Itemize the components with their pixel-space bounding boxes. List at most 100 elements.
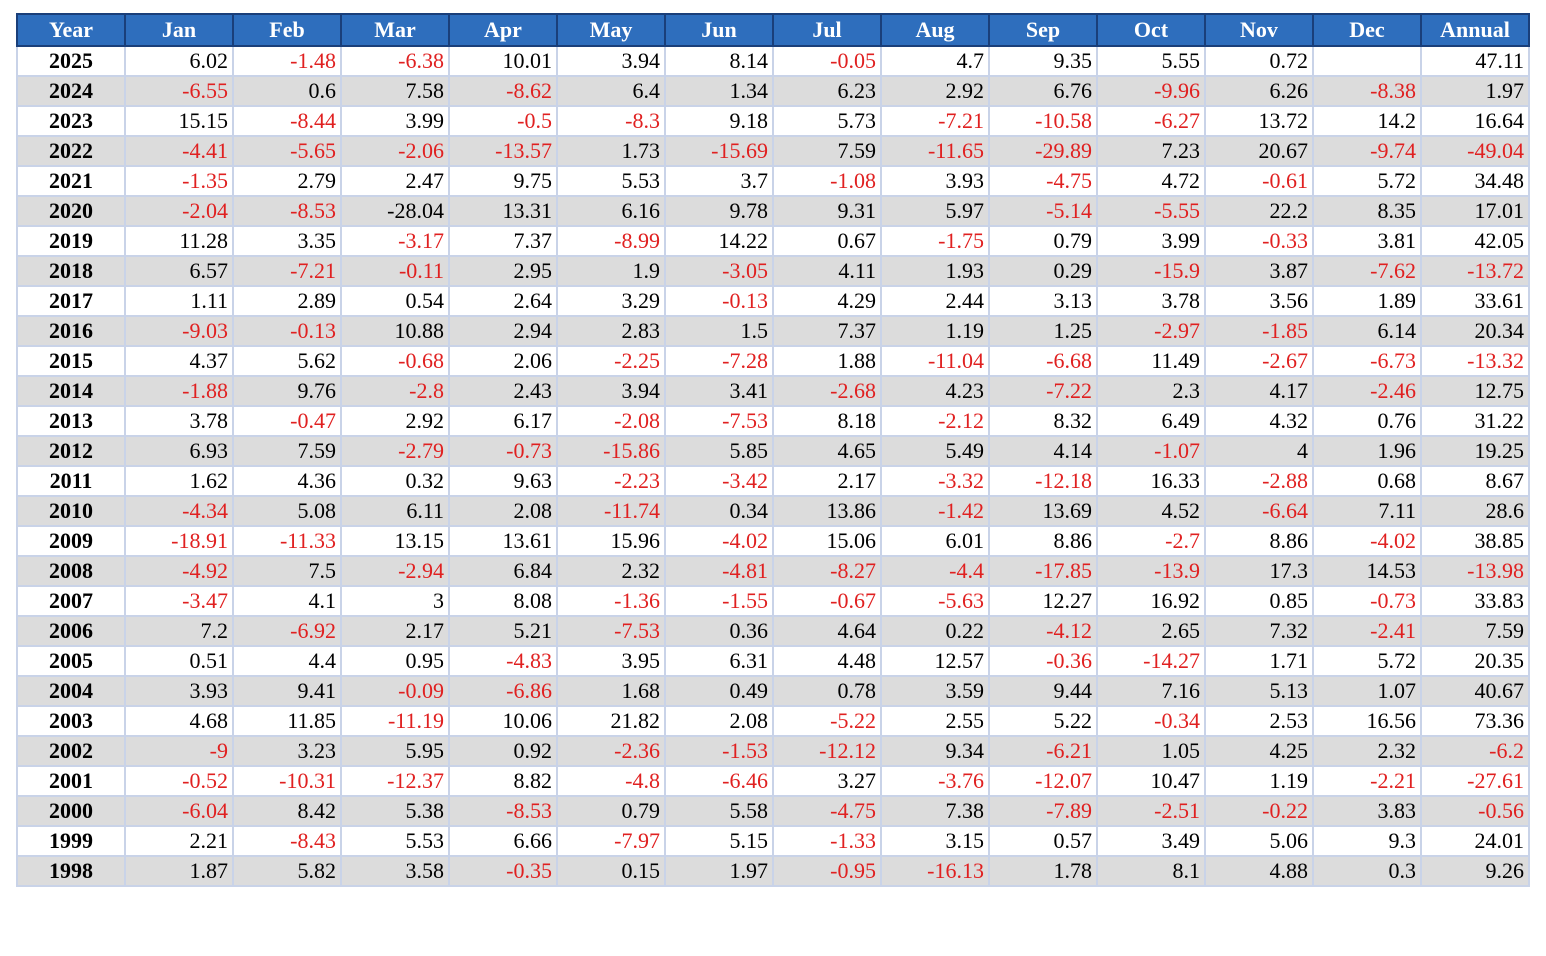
return-cell-nov: -0.22 (1204, 795, 1314, 827)
return-cell-mar: -0.68 (340, 345, 450, 377)
return-cell-annual: -13.98 (1420, 555, 1530, 587)
column-header-apr: Apr (448, 13, 558, 47)
return-cell-jan: -0.52 (124, 765, 234, 797)
year-cell: 2014 (16, 375, 126, 407)
return-cell-feb: 2.79 (232, 165, 342, 197)
return-cell-jan: -4.41 (124, 135, 234, 167)
column-header-dec: Dec (1312, 13, 1422, 47)
table-row: 2023 15.15 -8.44 3.99 -0.5 -8.3 9.18 5.73 -7.21-… (16, 105, 1530, 137)
return-cell-nov: 3.56 (1204, 285, 1314, 317)
return-cell-feb: -0.13 (232, 315, 342, 347)
return-cell-aug: 2.55 (880, 705, 990, 737)
return-cell-sep: -0.36 (988, 645, 1098, 677)
return-cell-apr: 7.37 (448, 225, 558, 257)
return-cell-jul: 4.29 (772, 285, 882, 317)
return-cell-dec (1312, 45, 1422, 77)
return-cell-sep: 3.13 (988, 285, 1098, 317)
year-cell: 2011 (16, 465, 126, 497)
year-cell: 2025 (16, 45, 126, 77)
return-cell-may: 1.68 (556, 675, 666, 707)
return-cell-sep: 0.79 (988, 225, 1098, 257)
return-cell-oct: 16.33 (1096, 465, 1206, 497)
column-header-annual: Annual (1420, 13, 1530, 47)
return-cell-may: -15.86 (556, 435, 666, 467)
return-cell-jun: -3.05 (664, 255, 774, 287)
return-cell-jan: 15.15 (124, 105, 234, 137)
table-body: 2025 6.02 -1.48 -6.38 10.01 3.94 8.14 -0.05 4.7 9… (16, 45, 1530, 887)
table-row: 1999 2.21 -8.43 5.53 6.66 -7.97 5.15 -1.33 3.15 0… (16, 825, 1530, 857)
return-cell-oct: -9.96 (1096, 75, 1206, 107)
return-cell-may: -8.3 (556, 105, 666, 137)
return-cell-nov: 1.19 (1204, 765, 1314, 797)
return-cell-sep: -6.21 (988, 735, 1098, 767)
return-cell-apr: 8.82 (448, 765, 558, 797)
return-cell-oct: 7.16 (1096, 675, 1206, 707)
return-cell-dec: -4.02 (1312, 525, 1422, 557)
return-cell-oct: 10.47 (1096, 765, 1206, 797)
return-cell-annual: 20.35 (1420, 645, 1530, 677)
return-cell-apr: 9.75 (448, 165, 558, 197)
return-cell-sep: 0.29 (988, 255, 1098, 287)
return-cell-feb: 5.62 (232, 345, 342, 377)
return-cell-dec: -9.74 (1312, 135, 1422, 167)
return-cell-oct: -15.9 (1096, 255, 1206, 287)
return-cell-may: 3.29 (556, 285, 666, 317)
return-cell-apr: 13.61 (448, 525, 558, 557)
return-cell-apr: -4.83 (448, 645, 558, 677)
return-cell-mar: 3.99 (340, 105, 450, 137)
return-cell-jun: -4.81 (664, 555, 774, 587)
return-cell-oct: 16.92 (1096, 585, 1206, 617)
year-cell: 2017 (16, 285, 126, 317)
return-cell-feb: 4.4 (232, 645, 342, 677)
return-cell-nov: 4 (1204, 435, 1314, 467)
return-cell-mar: 5.38 (340, 795, 450, 827)
return-cell-jul: 7.37 (772, 315, 882, 347)
return-cell-sep: -6.68 (988, 345, 1098, 377)
return-cell-dec: 7.11 (1312, 495, 1422, 527)
column-header-jan: Jan (124, 13, 234, 47)
return-cell-sep: 9.35 (988, 45, 1098, 77)
return-cell-jan: 1.62 (124, 465, 234, 497)
return-cell-aug: 3.93 (880, 165, 990, 197)
return-cell-apr: -6.86 (448, 675, 558, 707)
return-cell-may: 0.79 (556, 795, 666, 827)
return-cell-mar: 6.11 (340, 495, 450, 527)
return-cell-oct: 7.23 (1096, 135, 1206, 167)
return-cell-nov: 0.85 (1204, 585, 1314, 617)
return-cell-nov: -0.61 (1204, 165, 1314, 197)
return-cell-aug: -4.4 (880, 555, 990, 587)
return-cell-feb: 9.41 (232, 675, 342, 707)
return-cell-feb: 8.42 (232, 795, 342, 827)
return-cell-sep: -12.18 (988, 465, 1098, 497)
table-row: 2004 3.93 9.41 -0.09 -6.86 1.68 0.49 0.78 3.59 9.… (16, 675, 1530, 707)
return-cell-jun: -1.55 (664, 585, 774, 617)
column-header-aug: Aug (880, 13, 990, 47)
table-row: 2021 -1.35 2.79 2.47 9.75 5.53 3.7 -1.08 3.93 -4.… (16, 165, 1530, 197)
return-cell-feb: -8.43 (232, 825, 342, 857)
return-cell-nov: 20.67 (1204, 135, 1314, 167)
return-cell-aug: -11.04 (880, 345, 990, 377)
return-cell-aug: 1.19 (880, 315, 990, 347)
return-cell-oct: -1.07 (1096, 435, 1206, 467)
return-cell-jul: 15.06 (772, 525, 882, 557)
table-row: 2003 4.68 11.85 -11.19 10.06 21.82 2.08 -5.22 2.… (16, 705, 1530, 737)
return-cell-jun: -4.02 (664, 525, 774, 557)
return-cell-annual: 12.75 (1420, 375, 1530, 407)
return-cell-feb: 4.36 (232, 465, 342, 497)
return-cell-apr: 8.08 (448, 585, 558, 617)
return-cell-apr: 9.63 (448, 465, 558, 497)
return-cell-mar: 7.58 (340, 75, 450, 107)
return-cell-feb: 3.35 (232, 225, 342, 257)
return-cell-may: 2.32 (556, 555, 666, 587)
return-cell-may: 21.82 (556, 705, 666, 737)
return-cell-dec: 1.96 (1312, 435, 1422, 467)
return-cell-may: 3.94 (556, 375, 666, 407)
return-cell-feb: -0.47 (232, 405, 342, 437)
return-cell-jan: -6.55 (124, 75, 234, 107)
return-cell-mar: 0.32 (340, 465, 450, 497)
return-cell-jun: 0.36 (664, 615, 774, 647)
return-cell-oct: 2.65 (1096, 615, 1206, 647)
return-cell-sep: 1.78 (988, 855, 1098, 887)
return-cell-sep: -4.12 (988, 615, 1098, 647)
return-cell-apr: 2.43 (448, 375, 558, 407)
